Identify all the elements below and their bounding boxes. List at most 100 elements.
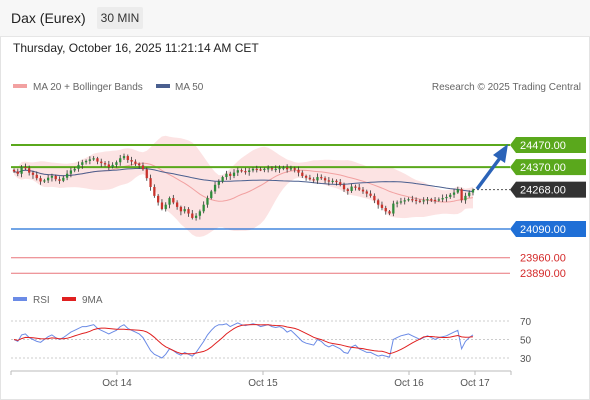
candle-body — [210, 191, 213, 199]
candle-body — [202, 204, 205, 212]
candle-body — [346, 189, 349, 191]
candle-body — [73, 168, 76, 171]
candle-body — [312, 179, 315, 181]
candle-body — [179, 206, 183, 212]
candle-body — [422, 200, 425, 202]
target-label: 23960.00 — [520, 253, 566, 265]
candle-body — [377, 200, 380, 205]
chart-header: Dax (Eurex) 30 MIN — [0, 0, 590, 37]
candle-body — [263, 168, 266, 171]
candle-body — [449, 194, 452, 197]
resistance-label: 24470.00 — [520, 140, 566, 152]
candle-body — [187, 209, 190, 214]
candle-body — [213, 184, 217, 192]
candle-body — [464, 195, 467, 201]
last-price-box — [516, 181, 586, 198]
ma20-legend-swatch — [13, 84, 27, 88]
candle-body — [134, 161, 137, 164]
candle-body — [395, 202, 399, 204]
candle-body — [460, 189, 463, 201]
candle-body — [320, 177, 323, 179]
candle-body — [149, 178, 152, 187]
support-label-box — [516, 221, 586, 237]
candle-body — [92, 158, 95, 160]
candle-body — [244, 171, 247, 173]
forecast-arrow-shaft — [475, 156, 502, 191]
bollinger-band-area — [14, 135, 473, 237]
timestamp: Thursday, October 16, 2025 11:21:14 AM C… — [13, 41, 259, 55]
candle-body — [81, 162, 84, 165]
timeframe-badge[interactable]: 30 MIN — [97, 7, 143, 29]
candle-body — [407, 199, 410, 201]
ma20-legend-label: MA 20 + Bollinger Bands — [33, 82, 143, 93]
support-label-pointer — [510, 221, 516, 237]
candle-body — [115, 162, 118, 165]
candle-body — [267, 168, 270, 170]
candle-body — [198, 211, 202, 216]
candle-body — [327, 180, 330, 182]
candle-body — [69, 170, 73, 174]
candle-body — [392, 203, 395, 214]
candle-body — [157, 195, 160, 203]
support-label: 24090.00 — [520, 224, 566, 236]
candle-body — [255, 168, 258, 171]
candle-body — [456, 189, 459, 193]
candle-body — [175, 202, 179, 207]
candle-body — [103, 163, 107, 165]
candle-body — [35, 174, 38, 179]
rsi-ma-line — [13, 324, 474, 355]
candle-body — [339, 182, 342, 185]
instrument-title: Dax (Eurex) — [11, 10, 86, 26]
candle-body — [168, 198, 171, 205]
candle-body — [301, 172, 304, 176]
candle-body — [308, 177, 312, 180]
candle-body — [335, 180, 338, 183]
x-tick-label: Oct 17 — [460, 378, 490, 389]
resistance-label-pointer — [510, 159, 516, 176]
resistance-label-pointer — [510, 137, 516, 153]
candle-body — [452, 192, 456, 195]
ma50-line — [13, 167, 474, 193]
candle-body — [122, 156, 126, 159]
candle-body — [84, 160, 88, 163]
candle-body — [354, 186, 357, 188]
candle-body — [278, 167, 281, 170]
candle-body — [293, 168, 296, 170]
candle-body — [119, 158, 122, 163]
rsi-level-label: 30 — [520, 354, 532, 365]
candle-body — [418, 200, 422, 202]
candle-body — [365, 191, 368, 194]
candle-body — [430, 199, 433, 201]
candle-body — [160, 202, 164, 210]
rsi-line — [13, 322, 474, 359]
candle-body — [251, 168, 255, 171]
candle-body — [28, 168, 31, 173]
rsi-ma-legend-label: 9MA — [82, 295, 103, 306]
x-tick-label: Oct 14 — [102, 378, 132, 389]
candle-body — [399, 201, 403, 203]
candle-body — [141, 165, 145, 170]
bollinger-bands — [13, 135, 474, 237]
candle-body — [183, 209, 186, 212]
candle-body — [191, 213, 194, 218]
rsi-legend-swatch — [13, 297, 27, 301]
rsi-level-label: 70 — [520, 317, 532, 328]
x-axis: Oct 14 Oct 15 Oct 16 Oct 17 — [10, 371, 512, 389]
candle-body — [153, 187, 156, 196]
candle-body — [206, 198, 209, 205]
candle-body — [58, 179, 61, 181]
candle-body — [229, 173, 232, 176]
candle-body — [361, 189, 365, 192]
candle-body — [217, 181, 220, 185]
resistance-label: 24370.00 — [520, 162, 566, 174]
candle-body — [411, 199, 414, 201]
candle-body — [274, 168, 277, 171]
candle-body — [426, 199, 429, 201]
candle-body — [194, 215, 198, 218]
candle-body — [248, 170, 251, 172]
candle-body — [111, 164, 114, 168]
candle-body — [164, 204, 167, 210]
candle-body — [39, 178, 42, 182]
candle-body — [369, 193, 372, 196]
candle-body — [54, 175, 57, 180]
